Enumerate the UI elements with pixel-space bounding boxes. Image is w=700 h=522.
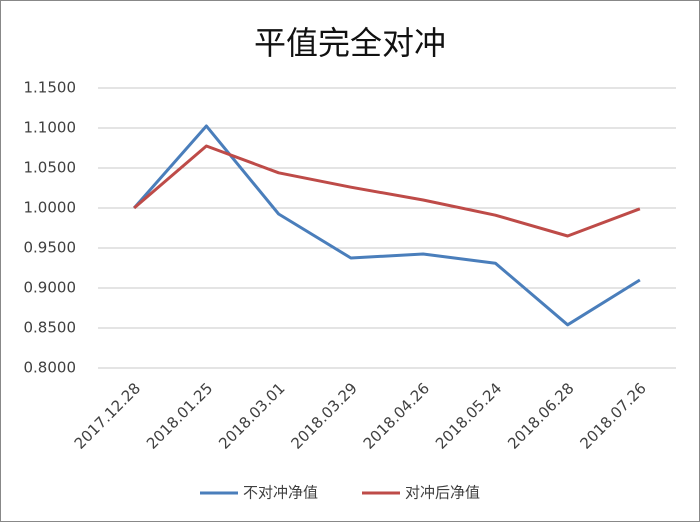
legend-label: 不对冲净值 xyxy=(243,484,318,502)
y-tick-label: 1.1500 xyxy=(24,79,77,97)
data-line xyxy=(133,144,641,238)
y-tick-label: 0.9000 xyxy=(24,279,77,297)
data-line xyxy=(132,124,641,327)
y-tick-label: 0.9500 xyxy=(24,239,77,257)
y-tick-label: 0.8500 xyxy=(24,319,77,337)
y-tick-label: 0.8000 xyxy=(24,359,77,377)
y-tick-label: 1.0000 xyxy=(24,199,77,217)
y-tick-label: 1.1000 xyxy=(24,119,77,137)
legend-label: 对冲后净值 xyxy=(405,484,480,502)
chart-title: 平值完全对冲 xyxy=(254,24,446,62)
y-tick-label: 1.0500 xyxy=(24,159,77,177)
